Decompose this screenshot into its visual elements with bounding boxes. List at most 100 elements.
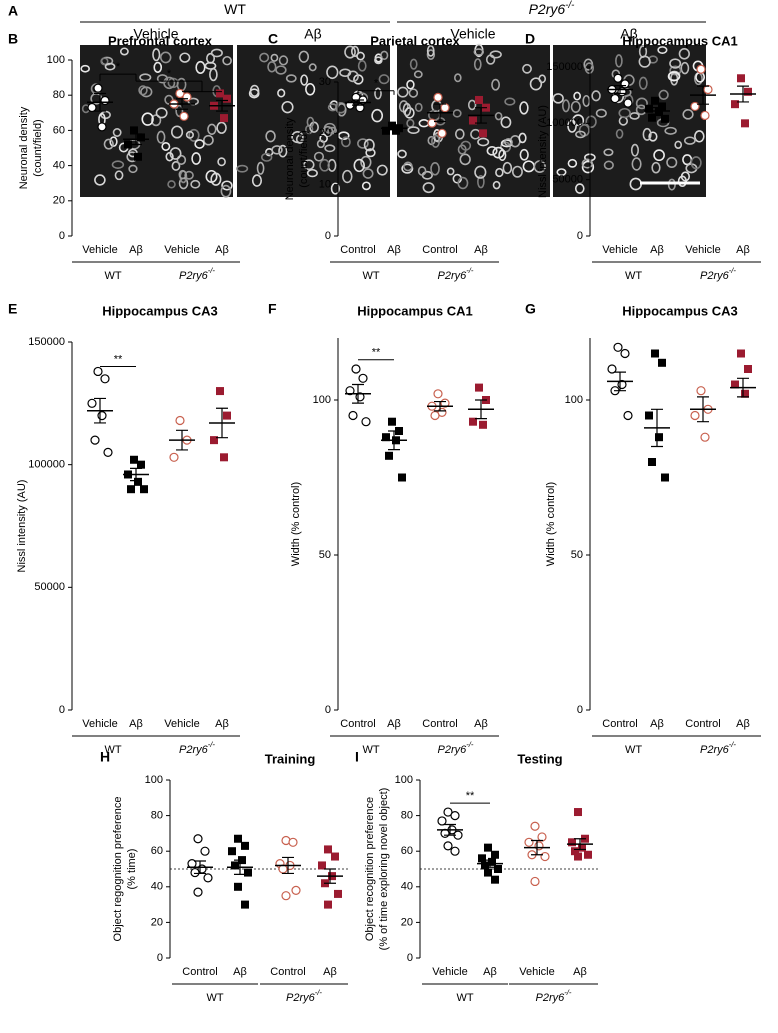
condition-label: Vehicle [450, 26, 495, 42]
x-tick-label: Control [182, 966, 217, 978]
y-tick-label: 20 [53, 195, 65, 207]
y-tick-label: 40 [401, 881, 413, 893]
data-point [137, 133, 145, 142]
x-tick-label: Aβ [736, 244, 750, 256]
cell [498, 149, 507, 162]
y-tick-label: 80 [151, 810, 163, 822]
cell [680, 61, 690, 75]
data-point [385, 451, 393, 460]
x-tick-label: Aβ [483, 966, 497, 978]
cell [216, 121, 227, 134]
cell [303, 159, 315, 171]
group-label: P2ry6-/- [437, 266, 473, 282]
y-tick-label: 60 [53, 124, 65, 136]
sem-bar [737, 85, 749, 103]
panel-letter: D [525, 31, 535, 47]
significance-label: ** [372, 347, 381, 359]
cell [278, 55, 289, 66]
y-tick-label: 30 [319, 76, 331, 88]
cell [638, 76, 648, 90]
data-point [241, 900, 249, 909]
y-axis-label: (count/field) [298, 130, 310, 187]
cell [100, 57, 109, 66]
cell [161, 142, 171, 151]
y-tick-label: 40 [151, 881, 163, 893]
data-point [182, 92, 192, 102]
cell [204, 61, 217, 70]
cell [414, 102, 423, 113]
cell [217, 157, 226, 167]
superscript: -/- [466, 266, 474, 275]
cell [575, 130, 586, 139]
y-tick-label: 50 [571, 549, 583, 561]
cell [519, 148, 529, 161]
cell [191, 152, 202, 165]
panel-letter: H [100, 749, 110, 765]
data-point [655, 433, 663, 442]
genotype: WT [104, 270, 121, 282]
data-point [361, 417, 371, 427]
cell [270, 53, 279, 62]
x-tick-label: Aβ [387, 244, 401, 256]
cell [467, 99, 477, 111]
panel-letter: E [8, 301, 17, 317]
data-point [620, 348, 630, 359]
cell [426, 45, 435, 57]
data-point [288, 837, 298, 847]
y-tick-label: 100 [145, 774, 163, 786]
data-point [127, 485, 135, 494]
sem-bar [176, 98, 188, 110]
panel-letter: B [8, 31, 18, 47]
x-tick-label: Aβ [474, 718, 488, 730]
group-label: WT [104, 744, 121, 756]
cell [407, 126, 420, 134]
cell [80, 64, 90, 73]
y-tick-label: 60 [401, 845, 413, 857]
cell [653, 149, 665, 162]
data-point [427, 118, 437, 128]
cell [584, 62, 594, 74]
cell [452, 109, 462, 118]
cell [485, 54, 496, 65]
significance-label: * [374, 78, 379, 90]
data-point [324, 900, 332, 909]
cell [552, 93, 564, 104]
panel-letter: C [268, 31, 278, 47]
cell [271, 145, 283, 155]
y-axis-label: (% of time exploring novel object) [378, 788, 390, 951]
group-label: WT [362, 744, 379, 756]
data-point [130, 126, 138, 135]
data-point [524, 837, 534, 847]
cell [249, 84, 260, 97]
data-point [358, 373, 368, 383]
cell [503, 138, 513, 147]
cell [658, 89, 669, 101]
x-tick-label: Vehicle [82, 718, 117, 730]
y-tick-label: 0 [577, 704, 583, 716]
data-point [179, 111, 189, 121]
cell [365, 148, 376, 158]
data-point [97, 411, 107, 421]
data-point [578, 843, 586, 852]
data-point [658, 358, 666, 367]
cell [152, 48, 161, 62]
cell [327, 103, 338, 112]
data-point [648, 113, 656, 122]
y-tick-label: 0 [325, 704, 331, 716]
micrograph [80, 45, 233, 197]
sem-bar [475, 399, 487, 420]
cell [155, 107, 168, 119]
cell [138, 85, 148, 96]
cell [474, 165, 487, 179]
data-point [741, 119, 749, 128]
data-point [216, 89, 224, 98]
data-point [382, 433, 390, 442]
chart-title: Hippocampus CA3 [622, 303, 738, 318]
data-point [475, 95, 483, 104]
data-point [537, 832, 547, 842]
x-tick-label: Control [422, 718, 457, 730]
data-point [741, 389, 749, 398]
y-tick-label: 150000 [546, 61, 583, 73]
cell [313, 151, 325, 162]
x-tick-label: Aβ [474, 244, 488, 256]
